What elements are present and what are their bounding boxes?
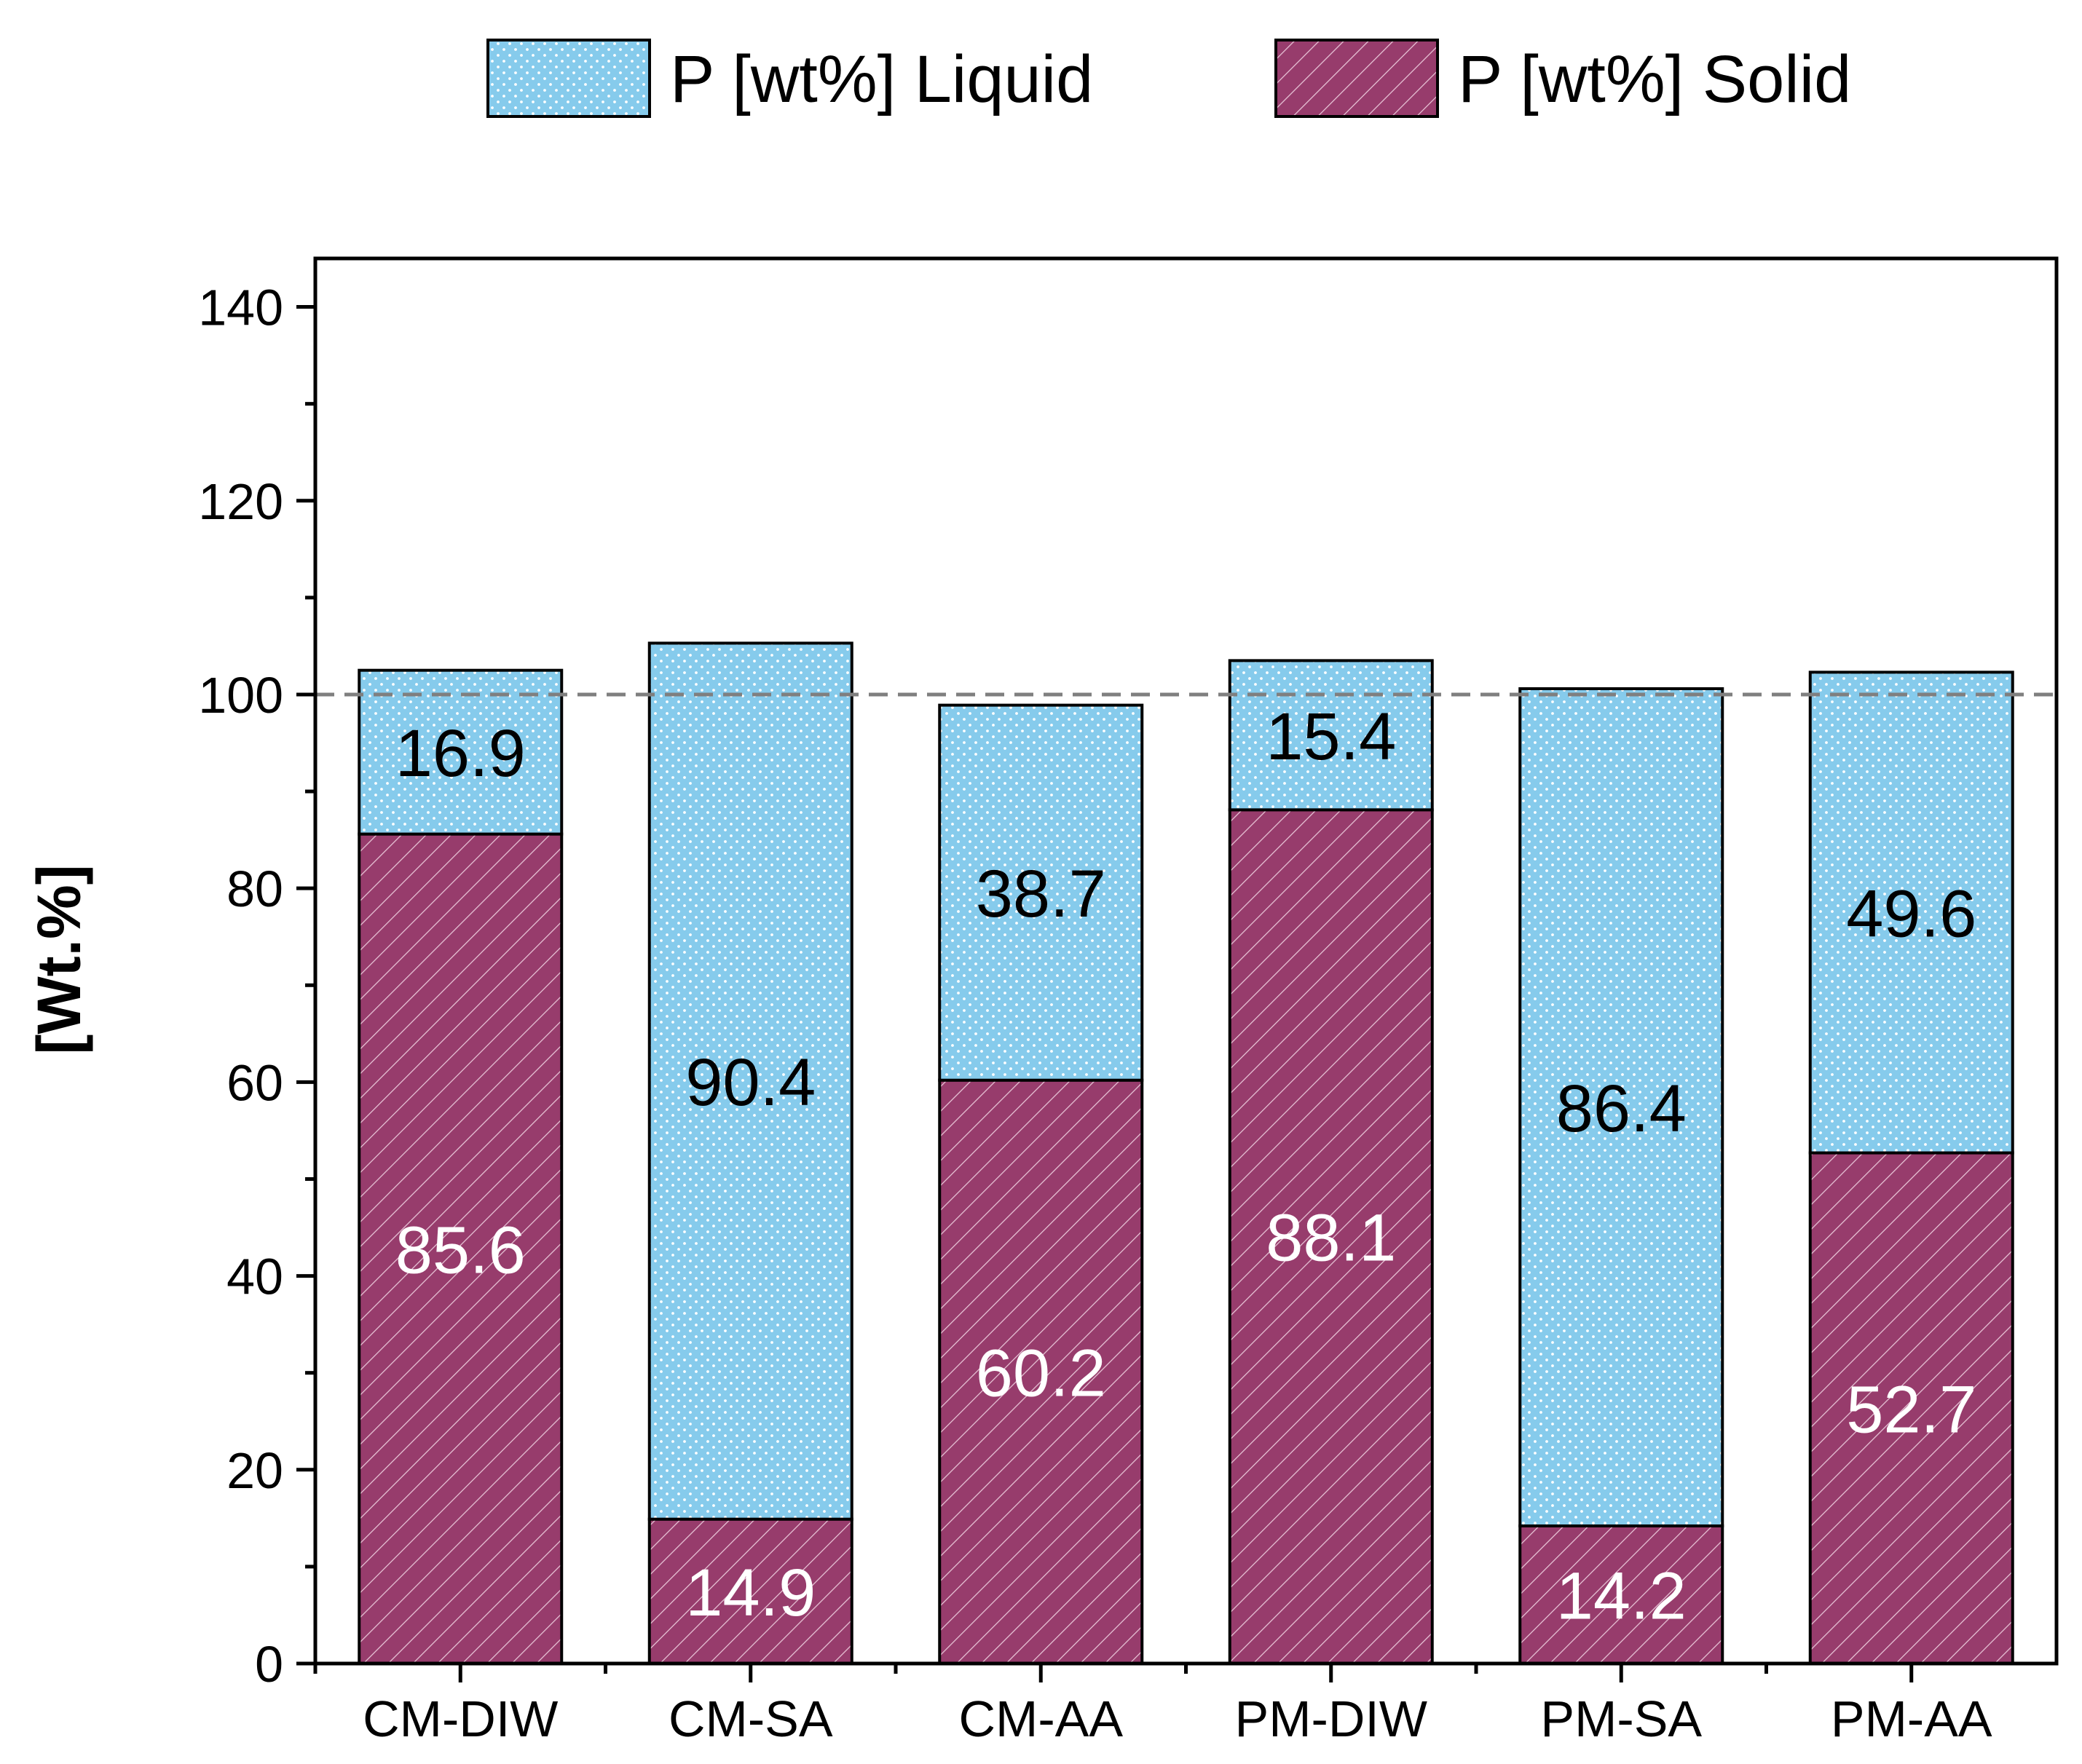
y-tick-label: 20: [226, 1442, 283, 1499]
y-tick-label: 80: [226, 861, 283, 917]
data-label-solid: 14.9: [685, 1556, 816, 1630]
data-label-solid: 14.2: [1556, 1559, 1687, 1633]
y-tick-label: 100: [198, 667, 283, 724]
data-label-liquid: 90.4: [685, 1045, 816, 1120]
data-label-solid: 88.1: [1266, 1201, 1396, 1275]
x-category-label: CM-SA: [669, 1690, 833, 1747]
legend-swatch-solid: [1274, 39, 1439, 118]
y-tick-label: 60: [226, 1054, 283, 1111]
bar-solid: [358, 832, 564, 1665]
x-category-label: PM-AA: [1831, 1690, 1992, 1747]
plot-frame: [313, 256, 2059, 1666]
y-axis-title: [Wt.%]: [25, 864, 93, 1054]
data-label-liquid: 16.9: [395, 716, 526, 791]
y-axis: 0 20 40 60 80 100 120 140: [198, 280, 2057, 1693]
bar-liquid: [358, 668, 564, 836]
x-category-label: CM-AA: [958, 1690, 1123, 1747]
bar-liquid: [1228, 659, 1434, 812]
x-axis: CM-DIW CM-SA CM-AA PM-DIW PM-SA PM-AA: [313, 1664, 1992, 1747]
data-label-liquid: 49.6: [1846, 877, 1976, 951]
bar-solid: [938, 1078, 1144, 1666]
bar-liquid: [647, 641, 853, 1521]
data-label-liquid: 15.4: [1266, 700, 1396, 774]
bar-liquid: [938, 703, 1144, 1082]
y-tick-label: 140: [198, 280, 283, 336]
x-category-label: PM-SA: [1540, 1690, 1702, 1747]
bar-liquid: [1808, 671, 2014, 1155]
y-tick-label: 0: [255, 1636, 283, 1693]
bars: 85.6 16.9 14.9 90.4 60.2 38.7 88.1 15.4 14.2 86.4…: [358, 641, 2014, 1666]
y-tick-label: 40: [226, 1249, 283, 1305]
data-label-solid: 85.6: [395, 1213, 526, 1287]
x-category-label: CM-DIW: [363, 1690, 558, 1747]
legend: P [wt%] Liquid P [wt%] Solid: [486, 39, 1851, 118]
data-label-solid: 60.2: [976, 1336, 1106, 1410]
data-label-liquid: 38.7: [976, 857, 1106, 931]
data-label-liquid: 86.4: [1556, 1072, 1687, 1146]
legend-label-solid: P [wt%] Solid: [1458, 42, 1851, 116]
x-category-label: PM-DIW: [1235, 1690, 1427, 1747]
bar-liquid: [1518, 687, 1724, 1527]
y-tick-label: 120: [198, 473, 283, 530]
legend-label-liquid: P [wt%] Liquid: [670, 42, 1093, 116]
bar-solid: [647, 1517, 853, 1665]
bar-solid: [1518, 1524, 1724, 1666]
data-label-solid: 52.7: [1846, 1372, 1976, 1447]
legend-swatch-liquid: [486, 39, 651, 118]
